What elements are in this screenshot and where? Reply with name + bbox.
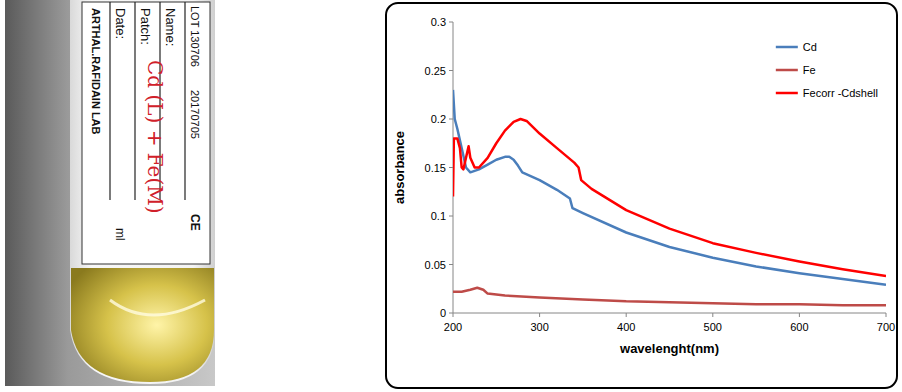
y-tick	[449, 216, 453, 217]
y-tick-label: 0.25	[425, 65, 446, 77]
y-tick	[449, 167, 453, 168]
legend-swatch	[776, 92, 798, 95]
y-axis-title: absorbance	[392, 131, 407, 204]
y-tick-label: 0.3	[431, 16, 446, 28]
x-tick	[626, 313, 627, 317]
y-tick	[449, 313, 453, 314]
series-line	[453, 288, 886, 305]
y-tick	[449, 22, 453, 23]
liquid	[71, 268, 214, 382]
series-line	[453, 119, 886, 276]
chart-frame	[386, 3, 897, 388]
x-tick	[453, 313, 454, 317]
tube	[70, 0, 215, 384]
x-axis-title: wavelenght(nm)	[619, 341, 719, 356]
x-tick-label: 300	[530, 321, 548, 333]
label-rule	[109, 2, 110, 200]
x-tick-label: 600	[790, 321, 808, 333]
x-tick-label: 500	[704, 321, 722, 333]
label-text: LOT 130706	[189, 6, 201, 67]
x-tick-label: 400	[617, 321, 635, 333]
x-tick	[712, 313, 713, 317]
label-text: 20170705	[189, 90, 201, 139]
label-rule	[134, 2, 135, 200]
y-tick-label: 0.2	[431, 113, 446, 125]
x-axis	[453, 313, 886, 314]
tube-label	[82, 2, 210, 264]
legend-swatch	[776, 69, 798, 72]
y-tick	[449, 264, 453, 265]
legend-label: Cd	[803, 41, 817, 53]
x-tick	[799, 313, 800, 317]
label-rule	[184, 2, 185, 200]
x-tick-label: 200	[444, 321, 462, 333]
photo: LOT 130706 20170705 Name: Patch: Date: ARTHAL…	[5, 0, 215, 386]
label-text: Name:	[163, 8, 178, 46]
plot-lines	[453, 90, 886, 305]
x-tick	[539, 313, 540, 317]
x-tick-label: 700	[877, 321, 895, 333]
y-tick	[449, 70, 453, 71]
y-tick-label: 0.1	[431, 210, 446, 222]
legend: Cd Fe Fecorr -Cdshell	[776, 41, 878, 99]
y-tick-label: 0.05	[425, 259, 446, 271]
label-text: Cd (L) + Fe(M)	[143, 60, 167, 214]
y-tick-label: 0.15	[425, 162, 446, 174]
y-tick-label: 0	[440, 307, 446, 319]
y-tick	[449, 119, 453, 120]
x-tick	[886, 313, 887, 317]
chart: 0 0.05 0.1 0.15 0.2 0.25 0.3 200 300 400 500 600 700…	[392, 16, 895, 356]
label-text: CE	[188, 214, 202, 231]
legend-swatch	[776, 46, 798, 49]
legend-label: Fe	[803, 64, 816, 76]
liquid-highlight	[110, 300, 205, 315]
label-text: ARTHAL.RAFIDAIN LAB	[90, 8, 102, 135]
label-text: Date:	[113, 8, 128, 39]
series-line	[453, 90, 886, 285]
label-text: Patch:	[138, 8, 153, 45]
legend-label: Fecorr -Cdshell	[803, 87, 878, 99]
photo-background	[5, 0, 215, 386]
page: LOT 130706 20170705 Name: Patch: Date: ARTHAL…	[0, 0, 902, 392]
label-text: ml	[113, 228, 127, 241]
